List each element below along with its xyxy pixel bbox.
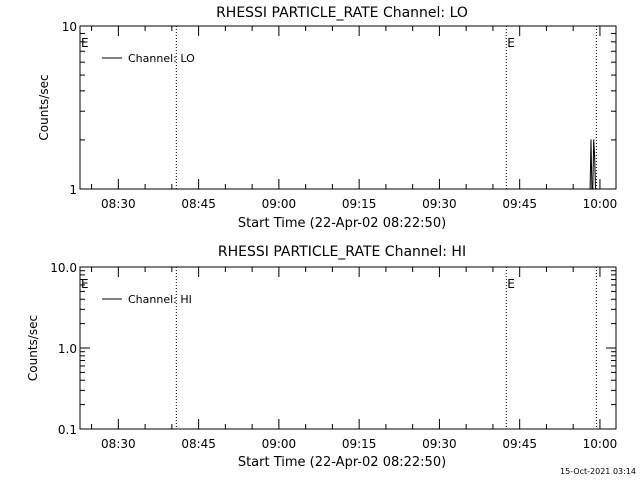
y-tick-label-hi: 10.0 [50, 261, 77, 275]
plot-frame-lo [79, 25, 617, 190]
data-point-lo [589, 188, 591, 190]
x-tick-label-hi: 08:30 [101, 437, 136, 451]
x-tick-label-lo: 08:30 [101, 197, 136, 211]
x-tick-label-hi: 09:15 [342, 437, 377, 451]
y-tick-label-hi: 0.1 [58, 423, 77, 437]
chart-panel-lo: RHESSI PARTICLE_RATE Channel: LO 1 10 Count… [37, 5, 617, 231]
chart-title-lo: RHESSI PARTICLE_RATE Channel: LO [216, 5, 468, 21]
x-tick-label-lo: 09:30 [422, 197, 457, 211]
event-marker-label-hi: E [507, 277, 515, 291]
x-tick-label-lo: 09:45 [502, 197, 537, 211]
start-marker-label-lo: E [81, 36, 89, 50]
x-tick-label-lo: 10:00 [583, 197, 618, 211]
series-line-lo [589, 139, 596, 190]
data-point-lo [593, 139, 595, 141]
data-point-lo [592, 188, 594, 190]
plot-frame-hi [79, 266, 617, 430]
x-tick-label-lo: 09:15 [342, 197, 377, 211]
data-point-lo [591, 188, 593, 190]
y-tick-label-hi: 1.0 [58, 342, 77, 356]
x-tick-label-lo: 08:45 [181, 197, 216, 211]
x-tick-label-hi: 10:00 [583, 437, 618, 451]
x-tick-label-hi: 09:45 [502, 437, 537, 451]
event-marker-label-lo: E [507, 36, 515, 50]
start-marker-label-hi: E [81, 277, 89, 291]
x-tick-label-hi: 09:30 [422, 437, 457, 451]
footer-timestamp: 15-Oct-2021 03:14 [560, 467, 636, 476]
y-axis-label-lo: Counts/sec [37, 74, 51, 140]
chart-panel-hi: RHESSI PARTICLE_RATE Channel: HI 0.1 1.0 10… [26, 244, 617, 470]
x-axis-label-hi: Start Time (22-Apr-02 08:22:50) [238, 455, 446, 470]
x-tick-label-lo: 09:00 [262, 197, 297, 211]
data-point-lo [593, 155, 596, 157]
data-point-lo [594, 188, 597, 190]
legend-label-lo: Channel: LO [128, 52, 195, 65]
y-tick-label-lo: 1 [69, 183, 77, 197]
chart-title-hi: RHESSI PARTICLE_RATE Channel: HI [218, 244, 466, 260]
x-axis-label-lo: Start Time (22-Apr-02 08:22:50) [238, 216, 446, 231]
y-tick-label-lo: 10 [62, 20, 77, 34]
legend-label-hi: Channel: HI [128, 293, 192, 306]
x-tick-label-hi: 08:45 [181, 437, 216, 451]
x-tick-label-hi: 09:00 [262, 437, 297, 451]
y-axis-label-hi: Counts/sec [26, 315, 40, 381]
data-point-lo [590, 139, 592, 141]
